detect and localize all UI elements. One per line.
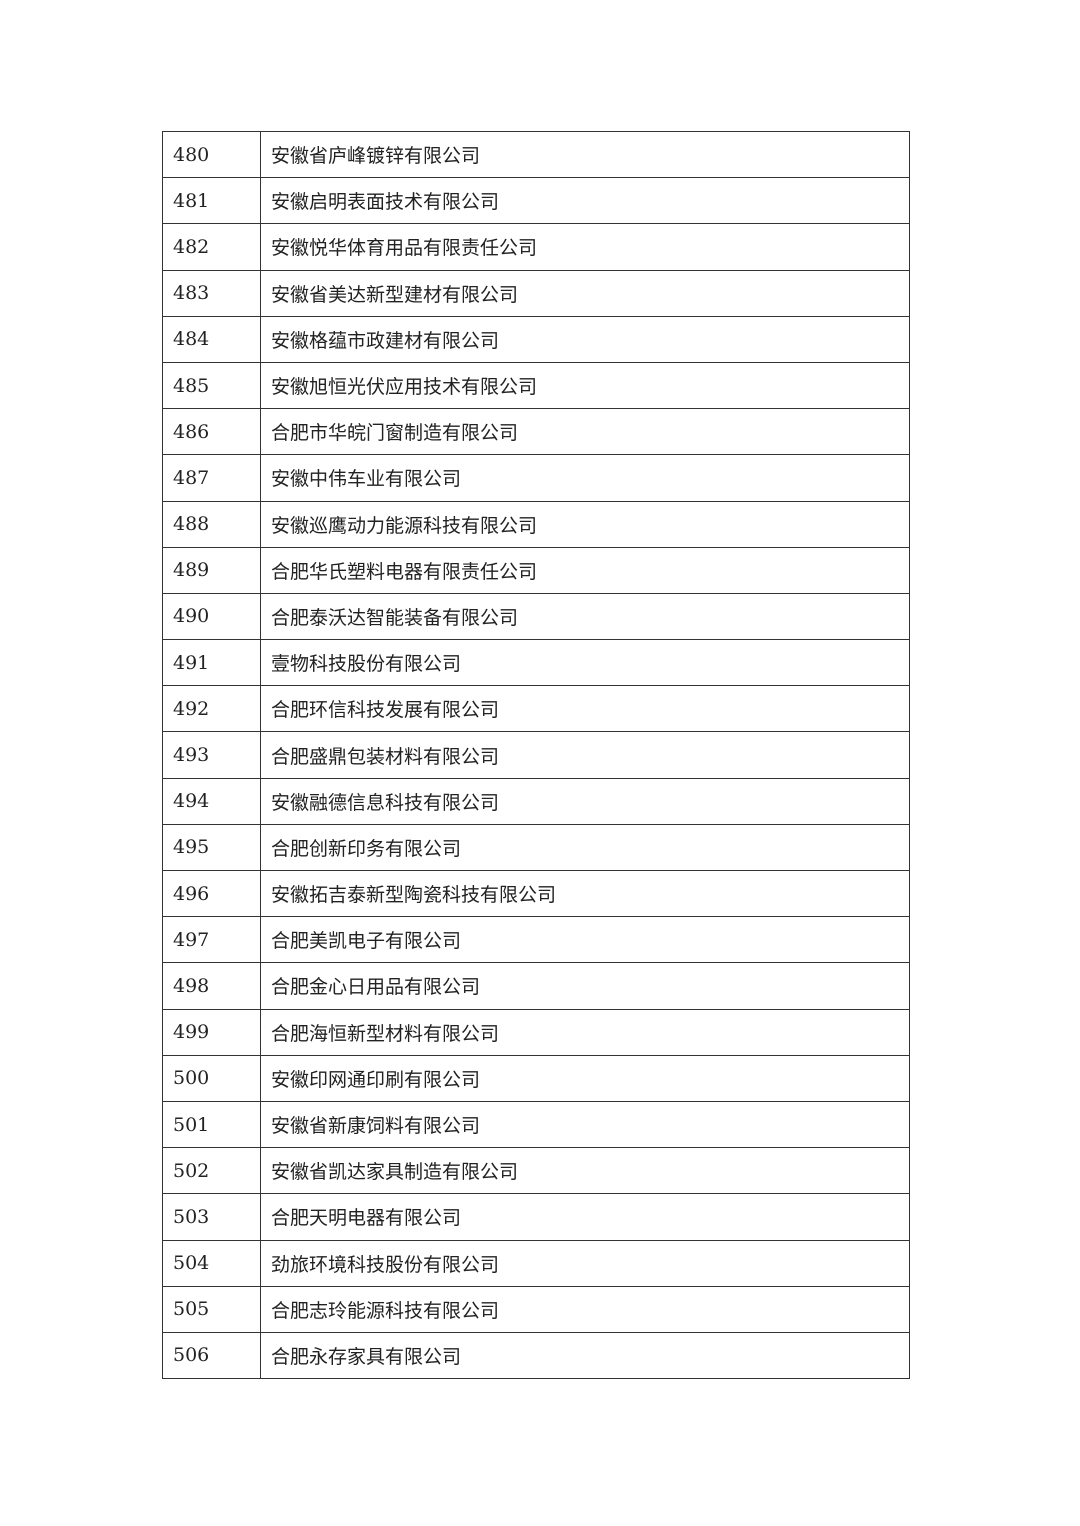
- company-name: 安徽旭恒光伏应用技术有限公司: [260, 361, 910, 410]
- company-name: 合肥永存家具有限公司: [260, 1331, 910, 1380]
- company-name: 合肥天明电器有限公司: [260, 1193, 910, 1241]
- table-row: 504 劲旅环境科技股份有限公司: [162, 1239, 910, 1287]
- row-number: 487: [162, 454, 261, 502]
- row-number: 497: [162, 916, 261, 964]
- company-name: 合肥创新印务有限公司: [260, 823, 910, 872]
- company-name: 合肥华氏塑料电器有限责任公司: [260, 546, 910, 594]
- table-row: 482 安徽悦华体育用品有限责任公司: [162, 223, 910, 271]
- row-number: 480: [162, 130, 261, 179]
- row-number: 481: [162, 177, 261, 225]
- row-number: 483: [162, 269, 261, 317]
- company-name: 安徽格蕴市政建材有限公司: [260, 315, 910, 363]
- company-name: 合肥志玲能源科技有限公司: [260, 1285, 910, 1333]
- row-number: 494: [162, 777, 261, 825]
- company-name: 安徽省庐峰镀锌有限公司: [260, 130, 910, 179]
- company-table: 480 安徽省庐峰镀锌有限公司 481 安徽启明表面技术有限公司 482 安徽悦华体育用品…: [162, 130, 910, 1380]
- row-number: 484: [162, 315, 261, 363]
- company-name: 安徽拓吉泰新型陶瓷科技有限公司: [260, 869, 910, 918]
- table-row: 483 安徽省美达新型建材有限公司: [162, 269, 910, 317]
- company-name: 安徽省新康饲料有限公司: [260, 1100, 910, 1149]
- table-row: 485 安徽旭恒光伏应用技术有限公司: [162, 361, 910, 410]
- company-name: 合肥海恒新型材料有限公司: [260, 1008, 910, 1056]
- row-number: 486: [162, 408, 261, 456]
- table-row: 505 合肥志玲能源科技有限公司: [162, 1285, 910, 1333]
- row-number: 502: [162, 1147, 261, 1195]
- row-number: 491: [162, 639, 261, 687]
- company-name: 安徽印网通印刷有限公司: [260, 1054, 910, 1102]
- row-number: 492: [162, 685, 261, 733]
- row-number: 503: [162, 1193, 261, 1241]
- table-row: 480 安徽省庐峰镀锌有限公司: [162, 130, 910, 179]
- row-number: 482: [162, 223, 261, 271]
- company-name: 合肥盛鼎包装材料有限公司: [260, 731, 910, 779]
- company-name: 合肥环信科技发展有限公司: [260, 685, 910, 733]
- table-row: 481 安徽启明表面技术有限公司: [162, 177, 910, 225]
- row-number: 485: [162, 361, 261, 410]
- table-row: 501 安徽省新康饲料有限公司: [162, 1100, 910, 1149]
- table-row: 490 合肥泰沃达智能装备有限公司: [162, 592, 910, 641]
- row-number: 488: [162, 500, 261, 548]
- company-name: 合肥市华皖门窗制造有限公司: [260, 408, 910, 456]
- row-number: 499: [162, 1008, 261, 1056]
- table-row: 506 合肥永存家具有限公司: [162, 1331, 910, 1380]
- table-row: 497 合肥美凯电子有限公司: [162, 916, 910, 964]
- company-name: 安徽巡鹰动力能源科技有限公司: [260, 500, 910, 548]
- row-number: 498: [162, 962, 261, 1010]
- table-row: 502 安徽省凯达家具制造有限公司: [162, 1147, 910, 1195]
- row-number: 505: [162, 1285, 261, 1333]
- row-number: 496: [162, 869, 261, 918]
- row-number: 504: [162, 1239, 261, 1287]
- table-row: 491 壹物科技股份有限公司: [162, 639, 910, 687]
- company-name: 安徽启明表面技术有限公司: [260, 177, 910, 225]
- table-row: 492 合肥环信科技发展有限公司: [162, 685, 910, 733]
- company-name: 安徽中伟车业有限公司: [260, 454, 910, 502]
- table-row: 503 合肥天明电器有限公司: [162, 1193, 910, 1241]
- table-row: 500 安徽印网通印刷有限公司: [162, 1054, 910, 1102]
- row-number: 506: [162, 1331, 261, 1380]
- company-name: 合肥美凯电子有限公司: [260, 916, 910, 964]
- table-body: 480 安徽省庐峰镀锌有限公司 481 安徽启明表面技术有限公司 482 安徽悦华体育用品…: [162, 130, 910, 1380]
- table-row: 487 安徽中伟车业有限公司: [162, 454, 910, 502]
- table-row: 484 安徽格蕴市政建材有限公司: [162, 315, 910, 363]
- row-number: 493: [162, 731, 261, 779]
- company-name: 合肥金心日用品有限公司: [260, 962, 910, 1010]
- table-row: 495 合肥创新印务有限公司: [162, 823, 910, 872]
- row-number: 489: [162, 546, 261, 594]
- row-number: 500: [162, 1054, 261, 1102]
- row-number: 495: [162, 823, 261, 872]
- table-row: 494 安徽融德信息科技有限公司: [162, 777, 910, 825]
- table-row: 489 合肥华氏塑料电器有限责任公司: [162, 546, 910, 594]
- company-name: 合肥泰沃达智能装备有限公司: [260, 592, 910, 641]
- table-row: 499 合肥海恒新型材料有限公司: [162, 1008, 910, 1056]
- row-number: 501: [162, 1100, 261, 1149]
- company-name: 安徽悦华体育用品有限责任公司: [260, 223, 910, 271]
- company-name: 劲旅环境科技股份有限公司: [260, 1239, 910, 1287]
- table-row: 488 安徽巡鹰动力能源科技有限公司: [162, 500, 910, 548]
- company-name: 安徽省美达新型建材有限公司: [260, 269, 910, 317]
- table-row: 486 合肥市华皖门窗制造有限公司: [162, 408, 910, 456]
- company-name: 壹物科技股份有限公司: [260, 639, 910, 687]
- row-number: 490: [162, 592, 261, 641]
- table-row: 498 合肥金心日用品有限公司: [162, 962, 910, 1010]
- table-row: 493 合肥盛鼎包装材料有限公司: [162, 731, 910, 779]
- company-name: 安徽融德信息科技有限公司: [260, 777, 910, 825]
- company-name: 安徽省凯达家具制造有限公司: [260, 1147, 910, 1195]
- table-row: 496 安徽拓吉泰新型陶瓷科技有限公司: [162, 869, 910, 918]
